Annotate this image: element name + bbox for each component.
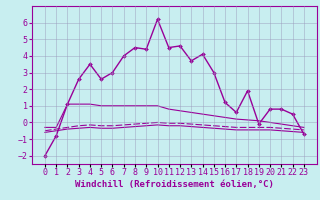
X-axis label: Windchill (Refroidissement éolien,°C): Windchill (Refroidissement éolien,°C): [75, 180, 274, 189]
